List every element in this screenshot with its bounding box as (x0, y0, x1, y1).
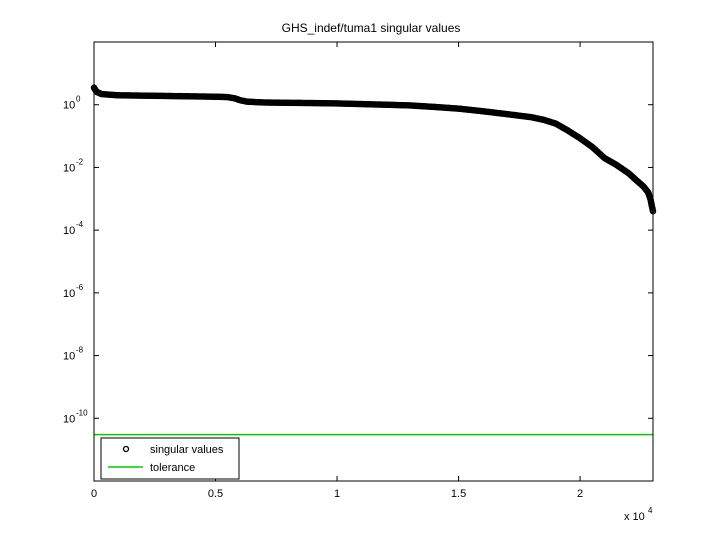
legend-marker-singular-values (122, 445, 130, 453)
y-tick-label: 10 (63, 225, 75, 237)
y-tick-exponent: -2 (76, 157, 84, 166)
y-tick-exponent: 0 (76, 95, 81, 104)
legend: singular values tolerance (100, 437, 240, 480)
chart-title: GHS_indef/tuma1 singular values (282, 21, 461, 35)
x-tick-label: 0 (91, 488, 97, 500)
x-tick-label: 1 (334, 488, 340, 500)
x-tick-label: 2 (577, 488, 583, 500)
y-tick-label: 10 (63, 100, 75, 112)
plot-area (90, 84, 657, 436)
y-tick-exponent: -6 (76, 283, 84, 292)
x-tick-label: 0.5 (208, 488, 223, 500)
x-tick-label: 1.5 (451, 488, 466, 500)
y-tick-label: 10 (63, 162, 75, 174)
y-tick-exponent: -10 (76, 408, 88, 417)
axes-box (93, 41, 654, 482)
x-multiplier-label: x 10 (624, 511, 645, 523)
singular-values-series (90, 84, 657, 215)
y-tick-label: 10 (63, 413, 75, 425)
y-tick-exponent: -8 (76, 346, 84, 355)
y-tick-exponent: -4 (76, 220, 84, 229)
y-tick-label: 10 (63, 351, 75, 363)
legend-label-tolerance: tolerance (150, 462, 195, 474)
legend-box (100, 437, 240, 480)
x-multiplier-exponent: 4 (648, 506, 653, 515)
legend-label-singular-values: singular values (150, 444, 224, 456)
y-tick-label: 10 (63, 288, 75, 300)
